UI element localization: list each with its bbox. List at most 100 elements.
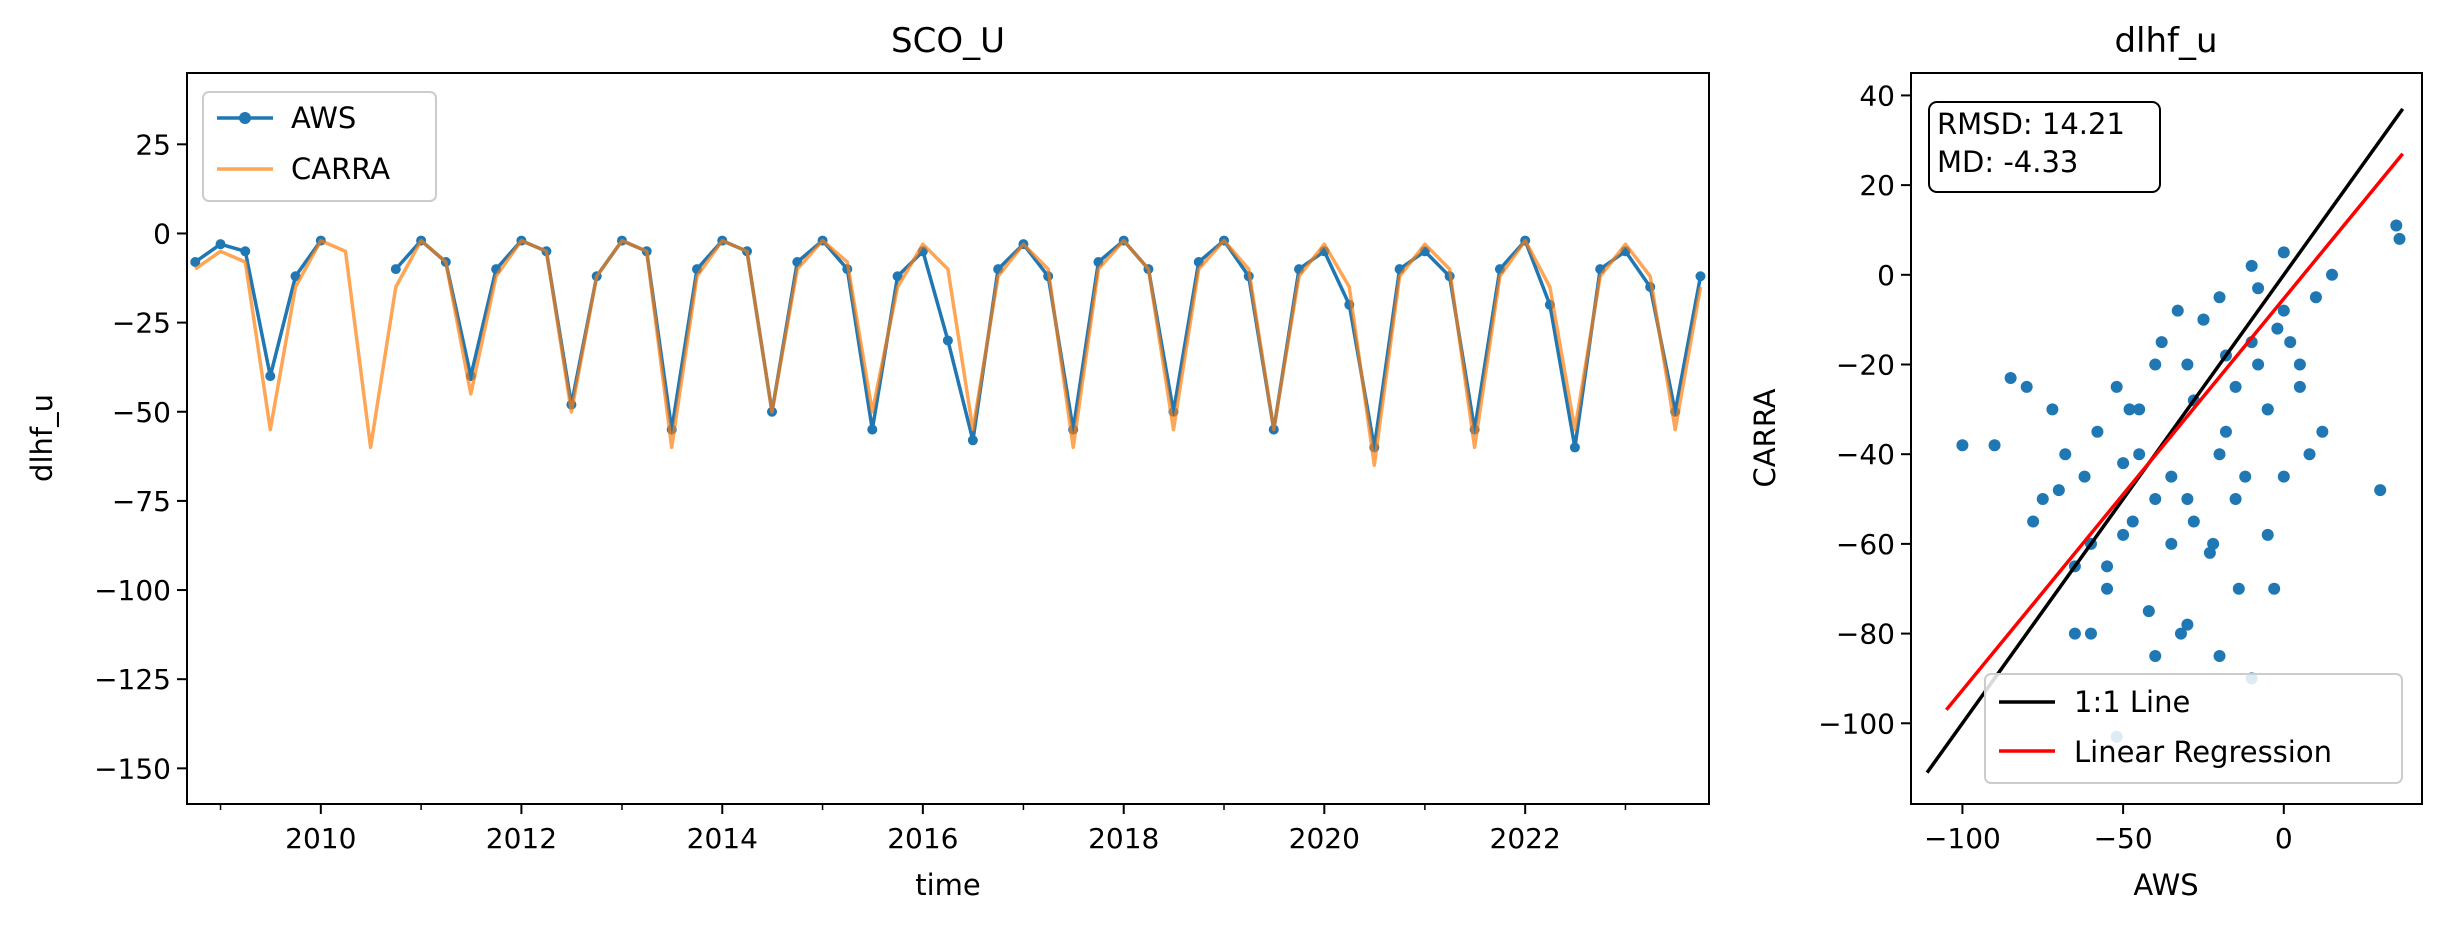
scatter-point (2213, 650, 2226, 663)
y-tick-label: 0 (1877, 259, 1895, 292)
scatter-points (1956, 219, 2406, 743)
carra-series (194, 238, 1703, 467)
scatter-point (1956, 439, 1969, 452)
y-tick-label: 25 (135, 128, 171, 161)
series-marker (942, 335, 953, 346)
reference-line (1925, 107, 2405, 774)
scatter-y-label: CARRA (1748, 388, 1782, 487)
scatter-plot-area (1925, 107, 2406, 774)
scatter-point (2277, 470, 2290, 483)
scatter-point (2117, 528, 2130, 541)
stats-box (1928, 101, 2161, 193)
scatter-point (2155, 336, 2168, 349)
series-marker (240, 246, 251, 257)
timeseries-x-ticks: 2010 2012 2014 2016 2018 2020 2022 (219, 804, 1627, 855)
y-tick-label: −75 (112, 485, 171, 518)
scatter-point (2171, 304, 2184, 317)
scatter-point (2123, 403, 2136, 416)
scatter-point (2126, 515, 2139, 528)
scatter-point (2393, 232, 2406, 245)
scatter-title: dlhf_u (2114, 21, 2217, 61)
scatter-point (2229, 380, 2242, 393)
legend-regression-label: Linear Regression (2074, 735, 2332, 769)
timeseries-title: SCO_U (891, 21, 1005, 61)
scatter-y-ticks: 40 20 0 −20 −40 −60 −80 −100 (1818, 79, 1911, 740)
scatter-point (2271, 322, 2284, 335)
timeseries-y-label: dlhf_u (25, 394, 59, 482)
scatter-point (2165, 470, 2178, 483)
y-tick-label: −60 (1836, 528, 1895, 561)
scatter-point (2261, 528, 2274, 541)
scatter-point (2149, 358, 2162, 371)
scatter-point (2084, 627, 2097, 640)
scatter-point (2268, 582, 2281, 595)
md-label: MD: -4.33 (1937, 145, 2078, 179)
scatter-lines (1925, 107, 2405, 774)
scatter-point (2203, 546, 2216, 559)
scatter-point (2252, 358, 2265, 371)
x-tick-label: −100 (1924, 822, 2001, 855)
scatter-x-ticks: −100 −50 0 (1924, 804, 2293, 855)
timeseries-chart: SCO_U 2010 2012 2014 2016 2018 2020 2022 25 0 −2… (25, 21, 1710, 902)
scatter-point (2293, 380, 2306, 393)
scatter-point (2390, 219, 2403, 232)
scatter-point (2110, 380, 2123, 393)
series-marker (1695, 271, 1706, 282)
timeseries-legend: AWS CARRA (202, 91, 437, 202)
scatter-point (2181, 618, 2194, 631)
scatter-chart: dlhf_u −100 −50 0 40 20 0 −20 −40 −60 −80 −100 AW… (1748, 21, 2423, 902)
scatter-point (2374, 484, 2387, 497)
scatter-point (2004, 371, 2017, 384)
scatter-point (2142, 605, 2155, 618)
y-tick-label: −20 (1836, 349, 1895, 382)
x-tick-label: 2012 (486, 822, 557, 855)
y-tick-label: −50 (112, 396, 171, 429)
y-tick-label: 0 (153, 217, 171, 250)
y-tick-label: 20 (1859, 169, 1895, 202)
timeseries-frame (186, 72, 1710, 805)
timeseries-x-label: time (915, 868, 981, 902)
scatter-point (2197, 313, 2210, 326)
scatter-point (2309, 291, 2322, 304)
scatter-point (2133, 448, 2146, 461)
x-tick-label: 2020 (1289, 822, 1360, 855)
scatter-point (2187, 515, 2200, 528)
series-marker (215, 239, 226, 250)
series-marker (892, 271, 903, 282)
scatter-point (2181, 493, 2194, 506)
legend-aws-marker (239, 112, 251, 124)
y-tick-label: 40 (1859, 79, 1895, 112)
y-tick-label: −80 (1836, 618, 1895, 651)
legend-aws-label: AWS (291, 101, 356, 135)
scatter-point (2091, 425, 2104, 438)
scatter-point (2052, 484, 2065, 497)
reference-line (1944, 152, 2405, 711)
scatter-point (2252, 282, 2265, 295)
scatter-point (2165, 537, 2178, 550)
series-marker (390, 264, 401, 275)
series-marker (967, 435, 978, 446)
scatter-point (2316, 425, 2329, 438)
scatter-point (2284, 336, 2297, 349)
scatter-point (2149, 650, 2162, 663)
x-tick-label: 2022 (1490, 822, 1561, 855)
scatter-x-label: AWS (2133, 868, 2198, 902)
x-tick-label: 2016 (887, 822, 958, 855)
scatter-point (2219, 425, 2232, 438)
y-tick-label: −100 (1818, 707, 1895, 740)
scatter-legend-box (1984, 673, 2403, 784)
y-tick-label: −150 (94, 752, 171, 785)
series-marker (1569, 442, 1580, 453)
scatter-point (2181, 358, 2194, 371)
scatter-point (2326, 268, 2339, 281)
scatter-point (2239, 470, 2252, 483)
scatter-point (2078, 470, 2091, 483)
scatter-point (2261, 403, 2274, 416)
timeseries-y-ticks: 25 0 −25 −50 −75 −100 −125 −150 (94, 128, 187, 785)
series-marker (190, 256, 201, 267)
scatter-point (2149, 493, 2162, 506)
scatter-point (2293, 358, 2306, 371)
y-tick-label: −125 (94, 663, 171, 696)
timeseries-plot-area (190, 235, 1706, 467)
